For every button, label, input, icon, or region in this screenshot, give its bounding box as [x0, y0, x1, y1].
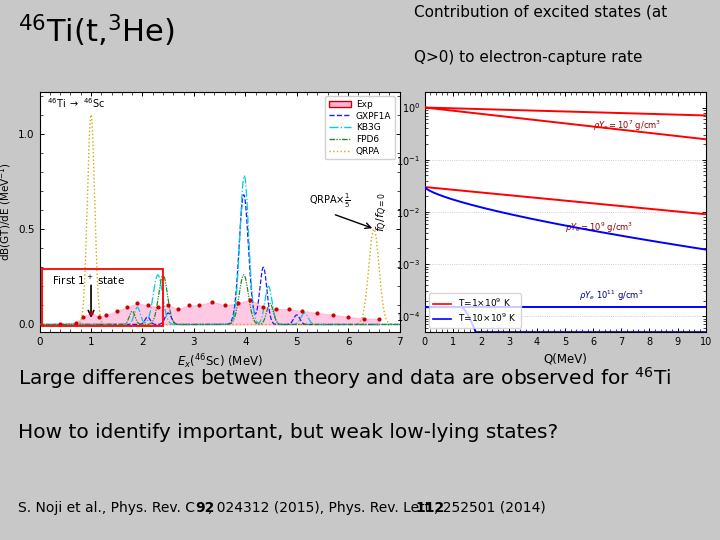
Point	[271, 305, 282, 314]
Text: 112: 112	[416, 501, 445, 515]
Point	[219, 301, 230, 310]
Legend: T=1$\times$10$^9$ K, T=10$\times$10$^9$ K: T=1$\times$10$^9$ K, T=10$\times$10$^9$ …	[429, 293, 521, 328]
Point	[193, 301, 204, 310]
Point	[283, 305, 294, 314]
Text: QRPA$\times\frac{1}{5}$: QRPA$\times\frac{1}{5}$	[310, 192, 351, 210]
Point	[343, 313, 354, 321]
Text: $^{46}$Ti $\rightarrow$ $^{46}$Sc: $^{46}$Ti $\rightarrow$ $^{46}$Sc	[47, 97, 104, 110]
Point	[173, 305, 184, 314]
Text: Large differences between theory and data are observed for $^{46}$Ti: Large differences between theory and dat…	[18, 365, 671, 391]
Point	[373, 314, 384, 323]
Text: How to identify important, but weak low-lying states?: How to identify important, but weak low-…	[18, 423, 558, 442]
Text: $\rho Y_e\ 10^{11}$ g/cm$^3$: $\rho Y_e\ 10^{11}$ g/cm$^3$	[579, 288, 644, 303]
Point	[163, 301, 174, 310]
Point	[232, 299, 243, 308]
Point	[142, 301, 153, 310]
Text: Contribution of excited states (at: Contribution of excited states (at	[414, 4, 667, 19]
Text: $\rho Y_e=10^7$ g/cm$^3$: $\rho Y_e=10^7$ g/cm$^3$	[593, 118, 662, 133]
Text: $^{46}$Ti(t,$^{3}$He): $^{46}$Ti(t,$^{3}$He)	[18, 13, 175, 50]
Point	[152, 303, 163, 312]
Point	[121, 303, 132, 312]
Point	[78, 313, 89, 321]
Text: 92: 92	[196, 501, 215, 515]
Point	[206, 297, 217, 306]
Point	[183, 301, 194, 310]
Point	[55, 320, 66, 329]
X-axis label: $E_x(^{46}$Sc) (MeV): $E_x(^{46}$Sc) (MeV)	[176, 353, 263, 371]
Point	[245, 295, 256, 304]
Point	[70, 318, 81, 327]
Y-axis label: dB(GT)/dE (MeV$^{-1}$): dB(GT)/dE (MeV$^{-1}$)	[0, 163, 13, 261]
Bar	[42, 269, 163, 326]
Point	[258, 303, 269, 312]
Text: Q>0) to electron-capture rate: Q>0) to electron-capture rate	[414, 50, 642, 65]
Point	[85, 309, 96, 318]
Text: First 1$^+$ state: First 1$^+$ state	[53, 274, 125, 287]
Text: S. Noji et al., Phys. Rev. C: S. Noji et al., Phys. Rev. C	[18, 501, 199, 515]
Point	[296, 307, 307, 315]
Point	[93, 313, 104, 321]
Text: $\rho Y_e=10^9$ g/cm$^3$: $\rho Y_e=10^9$ g/cm$^3$	[565, 220, 634, 235]
Point	[132, 299, 143, 308]
Point	[327, 310, 338, 319]
Text: , 024312 (2015), Phys. Rev. Lett.: , 024312 (2015), Phys. Rev. Lett.	[208, 501, 438, 515]
Point	[111, 307, 122, 315]
Point	[312, 309, 323, 318]
Point	[101, 310, 112, 319]
Y-axis label: $f_Q/f_{Q=0}$: $f_Q/f_{Q=0}$	[375, 192, 390, 232]
Legend: Exp, GXPF1A, KB3G, FPD6, QRPA: Exp, GXPF1A, KB3G, FPD6, QRPA	[325, 96, 395, 159]
X-axis label: Q(MeV): Q(MeV)	[544, 353, 587, 366]
Point	[358, 314, 369, 323]
Text: , 252501 (2014): , 252501 (2014)	[434, 501, 546, 515]
